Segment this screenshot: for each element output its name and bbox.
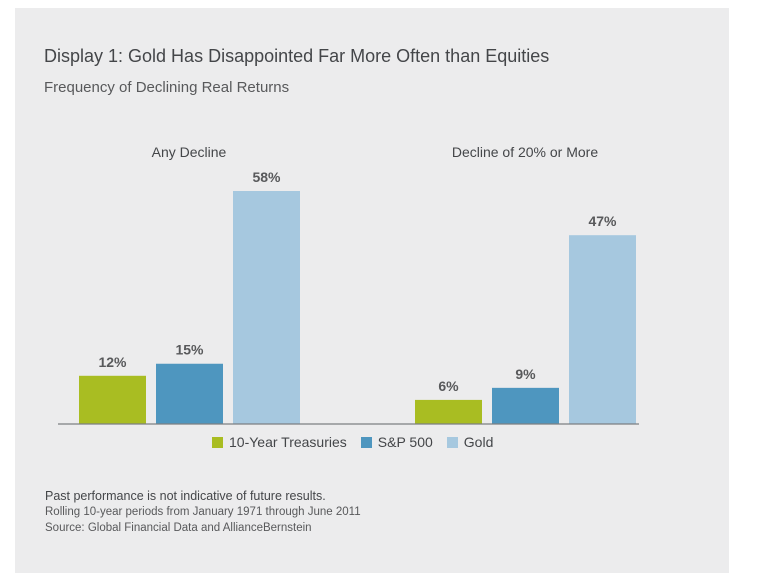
source-text: Source: Global Financial Data and Allian… — [45, 522, 312, 534]
bar-gold — [233, 191, 300, 424]
disclaimer-text: Past performance is not indicative of fu… — [45, 489, 326, 503]
legend-label-gold: Gold — [463, 434, 494, 450]
data-label: 15% — [175, 342, 204, 358]
legend-swatch-gold — [446, 436, 458, 448]
data-label: 12% — [98, 354, 127, 370]
legend-label-sp500: S&P 500 — [377, 434, 433, 450]
data-label: 6% — [438, 378, 459, 394]
footnotes: Past performance is not indicative of fu… — [45, 488, 361, 536]
data-label: 9% — [515, 366, 536, 382]
bar-sp500 — [156, 363, 223, 424]
chart-title: Display 1: Gold Has Disappointed Far Mor… — [44, 46, 550, 66]
bar-chart: Any Decline 12% 15% 58% Decline of 20% or Mo… — [58, 144, 639, 425]
period-text: Rolling 10-year periods from January 197… — [45, 506, 361, 518]
bar-gold — [569, 235, 636, 424]
chart-panel: Display 1: Gold Has Disappointed Far Mor… — [15, 8, 729, 573]
data-label: 47% — [588, 213, 617, 229]
chart-subtitle: Frequency of Declining Real Returns — [44, 79, 290, 96]
bar-treasuries — [415, 399, 482, 424]
legend-swatch-sp500 — [360, 436, 372, 448]
bar-sp500 — [492, 387, 559, 424]
data-label: 58% — [252, 169, 281, 185]
legend: 10-Year Treasuries S&P 500 Gold — [212, 434, 507, 450]
legend-swatch-treasuries — [212, 436, 223, 448]
legend-item-gold: Gold — [446, 434, 494, 450]
bar-treasuries — [79, 375, 146, 424]
legend-item-treasuries: 10-Year Treasuries — [212, 434, 347, 450]
category-label: Decline of 20% or More — [452, 144, 599, 160]
legend-label-treasuries: 10-Year Treasuries — [229, 434, 347, 450]
legend-item-sp500: S&P 500 — [360, 434, 433, 450]
category-label: Any Decline — [152, 144, 227, 160]
